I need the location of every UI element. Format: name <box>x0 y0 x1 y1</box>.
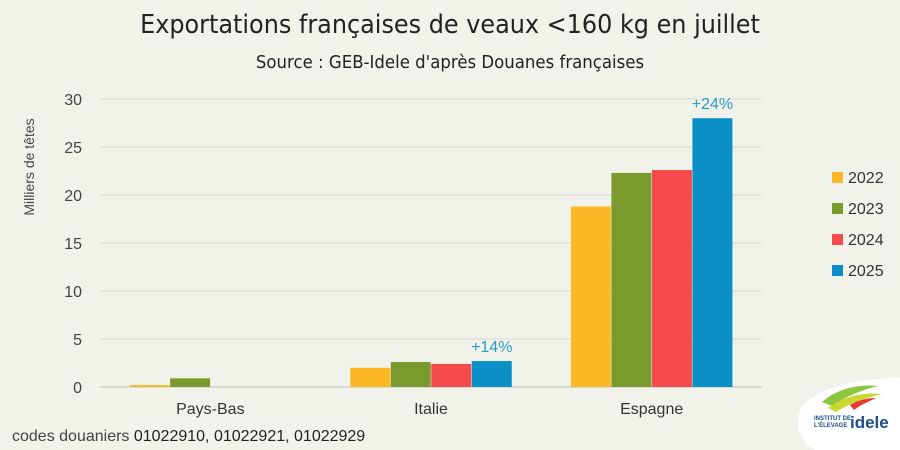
y-axis-title: Milliers de têtes <box>21 118 37 215</box>
bar-Italie-2022 <box>350 367 391 387</box>
legend-label: 2022 <box>848 170 884 187</box>
bar-Italie-2024 <box>431 363 472 387</box>
annotation-label: +24% <box>692 96 733 113</box>
legend-label: 2023 <box>848 201 884 218</box>
customs-codes: 01022910, 01022921, 01022929 <box>133 428 366 445</box>
bar-Italie-2025 <box>471 361 512 387</box>
annotation-label: +14% <box>471 339 512 356</box>
logo-line1: INSTITUT DE <box>814 416 851 422</box>
legend-label: 2024 <box>848 232 884 249</box>
idele-logo: INSTITUT DE L'ÉLEVAGE idele <box>798 378 900 450</box>
customs-codes-prefix: codes douaniers <box>12 428 134 445</box>
x-tick-label: Italie <box>414 401 448 418</box>
chart-title: Exportations françaises de veaux <160 kg… <box>140 10 760 40</box>
bar-Pays-Bas-2022 <box>129 385 170 387</box>
bar-Espagne-2024 <box>651 170 692 387</box>
y-tick-label: 20 <box>64 188 82 205</box>
legend-swatch-2023 <box>832 203 843 214</box>
bar-Espagne-2025 <box>692 118 733 387</box>
bar-Pays-Bas-2023 <box>170 378 211 387</box>
y-tick-label: 5 <box>73 332 82 349</box>
y-tick-label: 15 <box>64 236 82 253</box>
legend-swatch-2025 <box>832 265 843 276</box>
legend-swatch-2024 <box>832 234 843 245</box>
bar-Italie-2023 <box>390 362 431 387</box>
customs-codes-note: codes douaniers 01022910, 01022921, 0102… <box>12 428 365 446</box>
logo-brand: idele <box>850 413 889 432</box>
y-tick-label: 10 <box>64 284 82 301</box>
y-tick-label: 0 <box>73 380 82 397</box>
bar-Espagne-2022 <box>570 206 611 387</box>
y-tick-label: 25 <box>64 140 82 157</box>
x-tick-label: Pays-Bas <box>176 401 244 418</box>
bar-Espagne-2023 <box>611 172 652 387</box>
chart-subtitle: Source : GEB-Idele d'après Douanes franç… <box>255 52 645 73</box>
logo-line2: L'ÉLEVAGE <box>814 421 847 429</box>
legend-label: 2025 <box>848 263 884 280</box>
x-tick-label: Espagne <box>620 401 683 418</box>
legend-swatch-2022 <box>832 172 843 183</box>
y-tick-label: 30 <box>64 92 82 109</box>
